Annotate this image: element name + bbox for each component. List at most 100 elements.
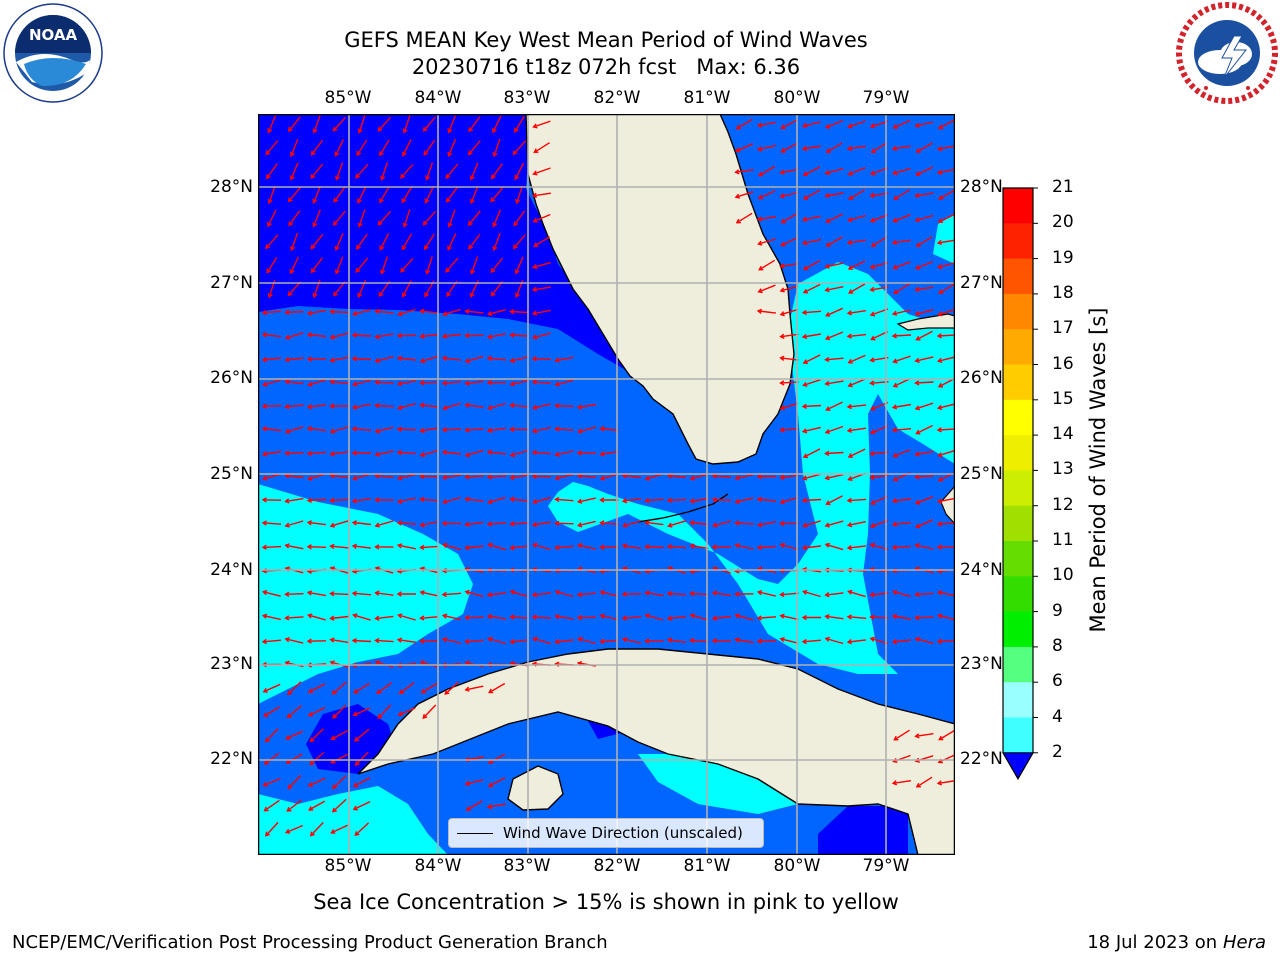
- wave-direction-arrowhead: [576, 522, 583, 528]
- wave-direction-arrow: [263, 333, 281, 338]
- wave-direction-arrow: [335, 232, 344, 251]
- wave-direction-arrow: [600, 450, 619, 456]
- wave-direction-arrow: [510, 334, 529, 337]
- wave-direction-arrow: [289, 256, 300, 274]
- wave-direction-arrowhead: [441, 449, 447, 455]
- wave-direction-arrow: [825, 637, 844, 645]
- wave-direction-arrowhead: [419, 402, 425, 408]
- wave-direction-arrow: [510, 449, 529, 457]
- wave-direction-arrow: [330, 545, 349, 549]
- wave-direction-arrowhead: [309, 737, 315, 743]
- wave-direction-arrowhead: [802, 453, 809, 459]
- wave-direction-arrowhead: [266, 268, 272, 274]
- wave-direction-arrowhead: [531, 499, 538, 505]
- wave-direction-arrowhead: [374, 357, 380, 364]
- wave-direction-arrow: [825, 592, 844, 596]
- wave-direction-arrowhead: [357, 198, 362, 204]
- wave-direction-arrow: [758, 521, 776, 526]
- lat-label-left-25n: 25°N: [210, 464, 253, 484]
- wave-direction-arrow: [803, 545, 821, 549]
- lat-label-right-24n: 24°N: [960, 560, 1003, 580]
- wave-direction-arrow: [848, 166, 866, 176]
- wave-direction-arrow: [578, 426, 596, 433]
- wave-direction-arrow: [262, 310, 282, 314]
- wave-direction-arrow: [266, 163, 278, 179]
- wave-direction-arrow: [468, 210, 481, 226]
- wave-direction-arrow: [892, 403, 912, 409]
- wave-direction-arrow: [263, 473, 281, 480]
- wave-direction-arrowhead: [419, 427, 425, 434]
- wave-direction-arrow: [532, 381, 552, 384]
- wave-direction-arrow: [623, 520, 641, 527]
- wave-direction-arrowhead: [357, 292, 363, 299]
- wave-direction-arrowhead: [306, 332, 312, 338]
- wave-direction-arrow: [263, 683, 281, 693]
- wave-direction-arrowhead: [465, 806, 471, 811]
- wave-direction-arrowhead: [486, 334, 493, 340]
- wave-direction-arrow: [848, 378, 866, 387]
- wave-direction-arrow: [487, 427, 507, 432]
- wave-direction-arrowhead: [666, 543, 672, 550]
- wave-direction-arrowhead: [779, 355, 785, 361]
- wave-direction-arrowhead: [914, 636, 920, 642]
- wind-wave-direction-arrows: [261, 115, 955, 837]
- wave-direction-arrowhead: [576, 591, 582, 598]
- wave-direction-arrow: [375, 356, 394, 362]
- wave-direction-arrow: [514, 162, 525, 180]
- wave-direction-arrowhead: [554, 589, 560, 595]
- wave-direction-arrow: [426, 256, 433, 274]
- wave-direction-arrow: [667, 545, 687, 549]
- wave-direction-arrow: [758, 238, 776, 245]
- wave-direction-arrow: [398, 614, 416, 621]
- wave-direction-arrow: [443, 638, 461, 644]
- wave-direction-arrowhead: [869, 357, 875, 363]
- wave-direction-arrowhead: [396, 426, 402, 432]
- wave-direction-arrowhead: [464, 380, 470, 386]
- wave-direction-arrow: [938, 614, 955, 621]
- wave-direction-arrow: [402, 139, 412, 156]
- wave-direction-arrowhead: [869, 636, 875, 642]
- wave-direction-arrow: [470, 162, 479, 180]
- wave-direction-arrow: [331, 753, 348, 764]
- wave-direction-arrow: [420, 333, 439, 338]
- wave-direction-arrow: [757, 498, 777, 502]
- wave-direction-arrow: [533, 543, 551, 551]
- wave-direction-arrow: [398, 497, 416, 503]
- nws-logo: [1176, 2, 1278, 104]
- wave-direction-arrow: [375, 310, 394, 314]
- wave-direction-arrowhead: [914, 451, 920, 457]
- wave-direction-arrowhead: [711, 590, 718, 596]
- wave-direction-arrow: [353, 707, 371, 716]
- wave-direction-arrowhead: [509, 496, 515, 502]
- colorbar-title: Mean Period of Wind Waves [s]: [1086, 307, 1110, 633]
- wave-direction-arrowhead: [576, 498, 583, 504]
- wave-direction-arrow: [262, 545, 282, 549]
- ocean-light-region-caribbean: [258, 786, 448, 855]
- wave-direction-arrowhead: [374, 637, 380, 644]
- wave-direction-arrowhead: [396, 355, 402, 362]
- wave-direction-arrowhead: [514, 292, 520, 299]
- wave-direction-arrowhead: [915, 429, 921, 435]
- wave-direction-arrowhead: [779, 637, 785, 643]
- wave-direction-arrow: [420, 355, 439, 363]
- wave-direction-arrowhead: [486, 474, 492, 480]
- wave-direction-arrowhead: [870, 242, 876, 247]
- wave-direction-arrowhead: [824, 263, 830, 269]
- colorbar-tick-label: 2: [1052, 741, 1063, 762]
- wave-direction-arrow: [533, 261, 551, 269]
- wave-direction-arrow: [510, 404, 529, 408]
- wave-direction-arrowhead: [396, 475, 403, 481]
- wave-direction-arrow: [398, 308, 416, 316]
- wave-direction-arrowhead: [532, 542, 538, 548]
- wave-direction-arrow: [379, 233, 390, 250]
- wave-direction-arrowhead: [310, 268, 316, 274]
- wave-direction-arrow: [690, 497, 709, 503]
- wave-direction-arrowhead: [442, 405, 448, 411]
- wave-direction-arrow: [893, 261, 911, 269]
- wave-direction-arrow: [623, 638, 641, 644]
- wave-direction-arrow: [847, 498, 867, 502]
- wave-direction-arrow: [330, 310, 349, 314]
- wave-direction-arrow: [510, 498, 529, 502]
- wave-direction-arrow: [492, 115, 502, 133]
- wave-direction-arrowhead: [261, 520, 267, 526]
